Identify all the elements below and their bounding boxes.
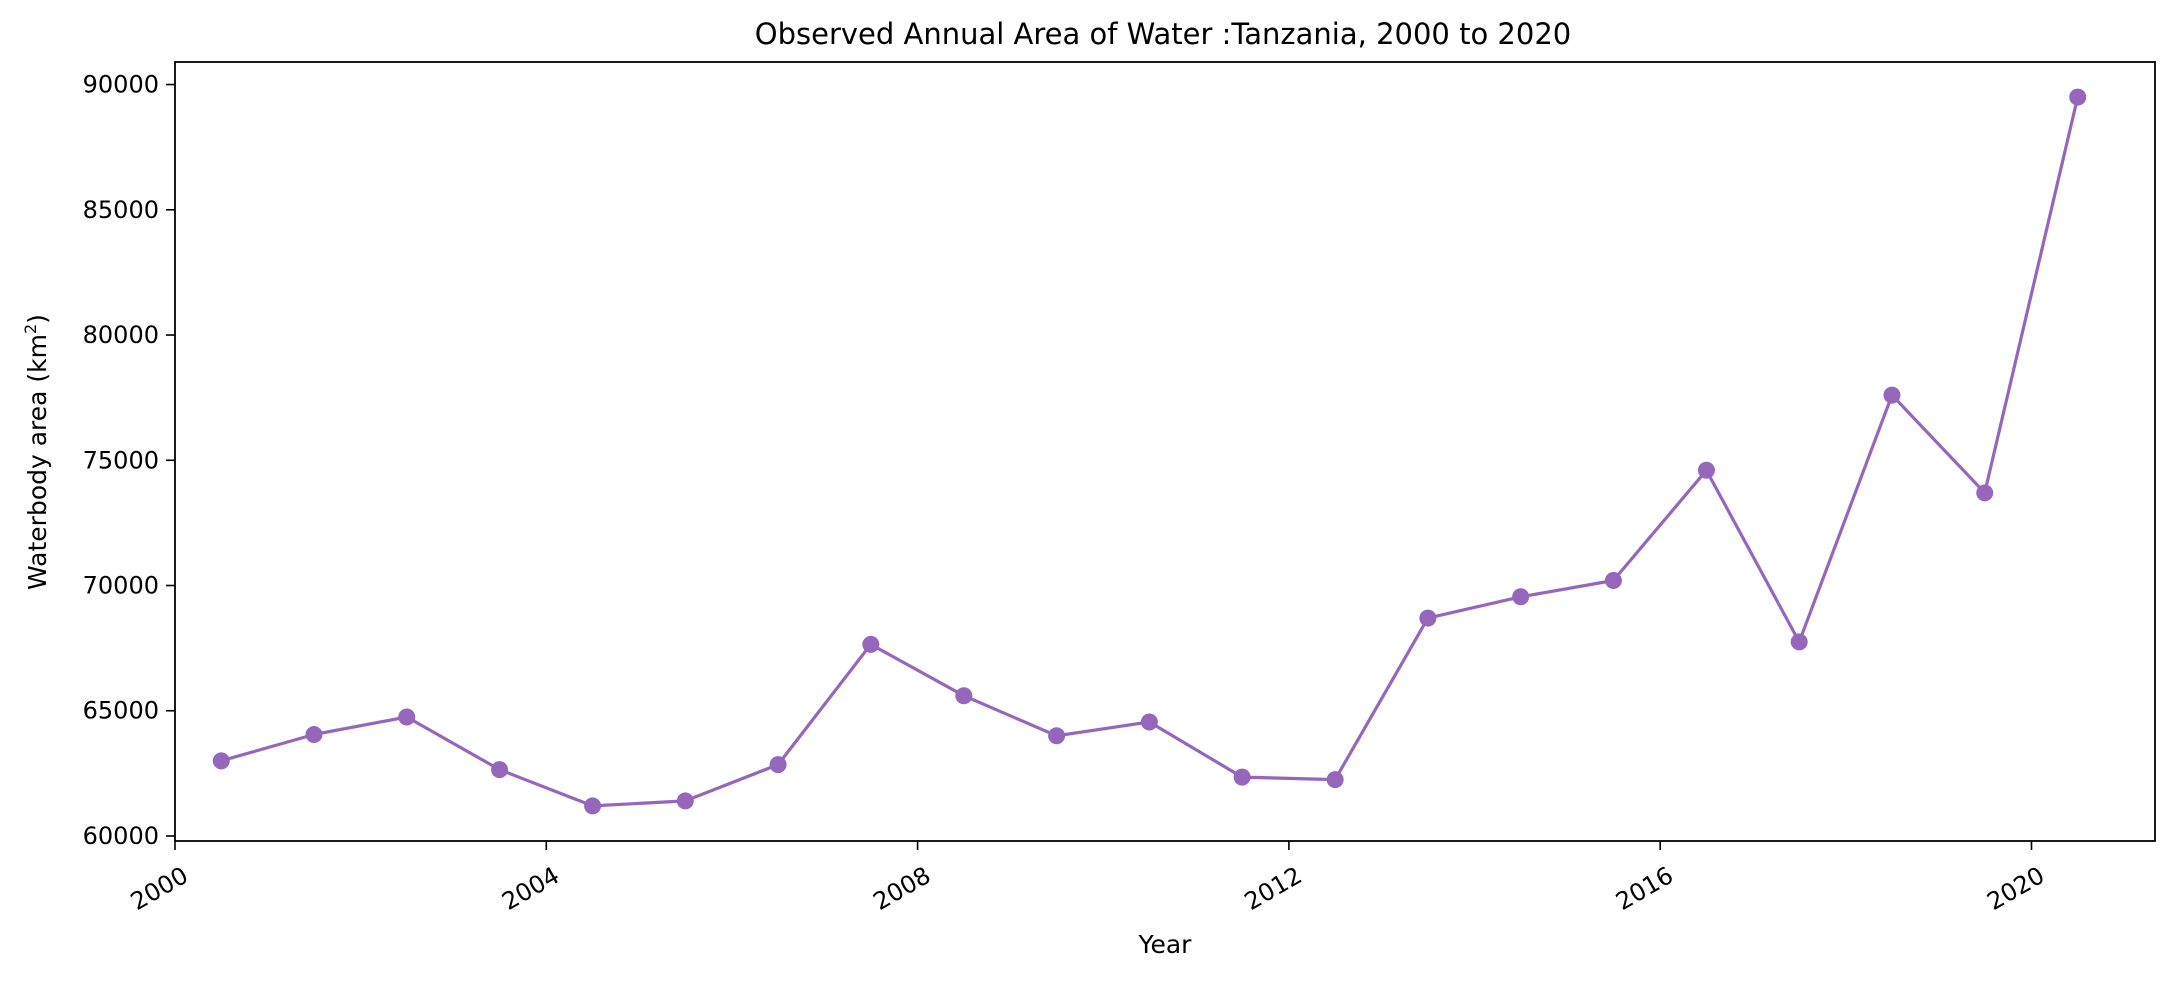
data-point-2005 [676, 792, 694, 810]
data-point-2004 [584, 797, 602, 815]
data-point-2001 [305, 726, 323, 744]
data-point-2006 [769, 756, 787, 774]
data-point-2010 [1140, 713, 1158, 731]
series-line [220, 96, 2080, 808]
data-point-2000 [212, 752, 230, 770]
x-axis-label: Year [1138, 930, 1193, 959]
y-tick-label-1: 65000 [83, 697, 159, 725]
y-tick-label-3: 75000 [83, 446, 159, 474]
x-axis: 2000 2004 2008 2012 2016 2020 [126, 841, 2049, 916]
x-tick-label-0: 2000 [126, 861, 193, 916]
x-tick-label-2: 2008 [868, 861, 935, 916]
data-point-2019 [1976, 484, 1994, 502]
data-point-2020 [2069, 88, 2087, 106]
data-point-2002 [398, 708, 416, 726]
series-points [212, 88, 2087, 815]
plot-frame [174, 61, 2156, 842]
data-point-2007 [862, 635, 880, 653]
y-tick-label-0: 60000 [83, 822, 159, 850]
y-tick-label-5: 85000 [83, 196, 159, 224]
y-axis-label-superscript: 2 [21, 324, 40, 334]
data-point-2003 [491, 761, 509, 779]
y-axis: 60000 65000 70000 75000 80000 85000 90000 [83, 71, 175, 850]
x-tick-label-4: 2016 [1611, 861, 1678, 916]
y-tick-label-2: 70000 [83, 572, 159, 600]
y-axis-label-main: Waterbody area (km [23, 334, 52, 590]
y-axis-label-close: ) [23, 314, 52, 324]
chart-title: Observed Annual Area of Water :Tanzania,… [755, 17, 1571, 51]
x-tick-label-3: 2012 [1240, 861, 1307, 916]
data-point-2016 [1697, 461, 1715, 479]
data-point-2011 [1233, 768, 1251, 786]
x-tick-label-1: 2004 [497, 861, 564, 916]
x-tick-label-5: 2020 [1982, 861, 2049, 916]
y-tick-label-4: 80000 [83, 321, 159, 349]
data-point-2012 [1326, 771, 1344, 789]
data-point-2017 [1790, 633, 1808, 651]
data-point-2008 [955, 687, 973, 705]
y-tick-label-6: 90000 [83, 71, 159, 99]
data-point-2015 [1604, 571, 1622, 589]
data-point-2014 [1512, 588, 1530, 606]
data-point-2013 [1419, 609, 1437, 627]
y-axis-label: Waterbody area (km2) [21, 314, 52, 590]
data-point-2018 [1883, 386, 1901, 404]
data-point-2009 [1048, 727, 1066, 745]
